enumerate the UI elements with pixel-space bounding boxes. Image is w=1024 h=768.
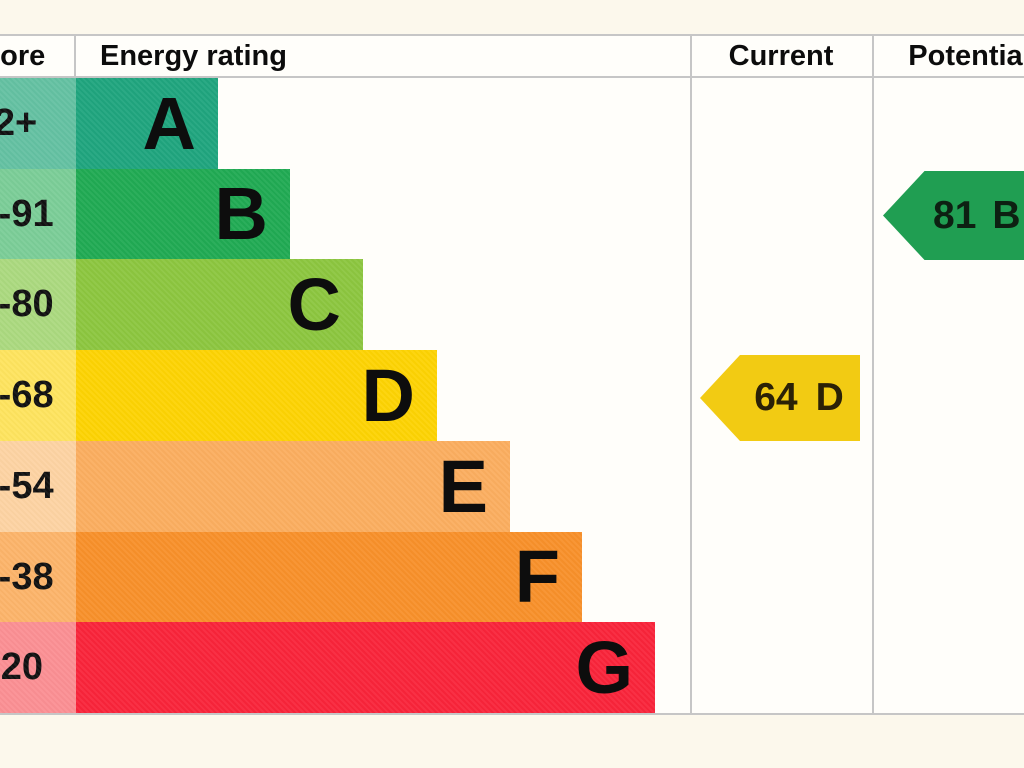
score-cell-e: 39-54 [0,441,76,532]
score-column-header: Score [0,35,55,77]
score-range-d: 55-68 [0,374,54,416]
current-rating-arrow: 64 D [700,355,860,441]
score-cell-d: 55-68 [0,350,76,441]
header-bottom-border [0,76,1024,78]
band-letter-f: F [514,535,560,618]
score-header-label: Score [0,39,46,72]
band-letter-b: B [214,172,268,255]
band-letter-e: E [438,444,488,528]
band-letter-d: D [361,353,415,437]
band-bar-b: B [76,169,290,259]
band-bar-a: A [76,78,218,169]
potential-column-header: Potential [872,35,1024,77]
band-letter-c: C [287,262,341,346]
current-rating-value: 64 [754,376,798,419]
score-range-b: 81-91 [0,192,54,235]
band-letter-a: A [142,81,196,165]
score-range-g: 1-20 [0,646,44,688]
potential-rating-band: B [992,193,1021,237]
band-bar-c: C [76,259,363,350]
score-column-divider [74,34,76,78]
score-range-f: 21-38 [0,555,54,598]
score-range-a: 92+ [0,102,38,144]
energy-rating-column-header: Energy rating [76,35,714,77]
score-cell-f: 21-38 [0,532,76,622]
score-range-e: 39-54 [0,465,54,507]
table-bottom-border [0,713,1024,715]
score-range-c: 69-80 [0,283,54,325]
table-top-border [0,34,1024,36]
current-column-header: Current [690,35,872,77]
score-cell-g: 1-20 [0,622,76,713]
energy-rating-header-label: Energy rating [100,39,287,72]
current-header-label: Current [728,39,834,72]
score-cell-c: 69-80 [0,259,76,350]
score-cell-a: 92+ [0,78,76,169]
band-bar-d: D [76,350,437,441]
current-rating-band: D [815,376,844,419]
potential-column-divider [872,34,874,715]
potential-header-label: Potential [908,39,1024,72]
current-column-divider [690,34,692,715]
potential-rating-value: 81 [933,193,977,237]
score-cell-b: 81-91 [0,169,76,259]
band-bar-g: G [76,622,655,713]
band-letter-g: G [575,625,633,709]
band-bar-e: E [76,441,510,532]
band-bar-f: F [76,532,582,622]
